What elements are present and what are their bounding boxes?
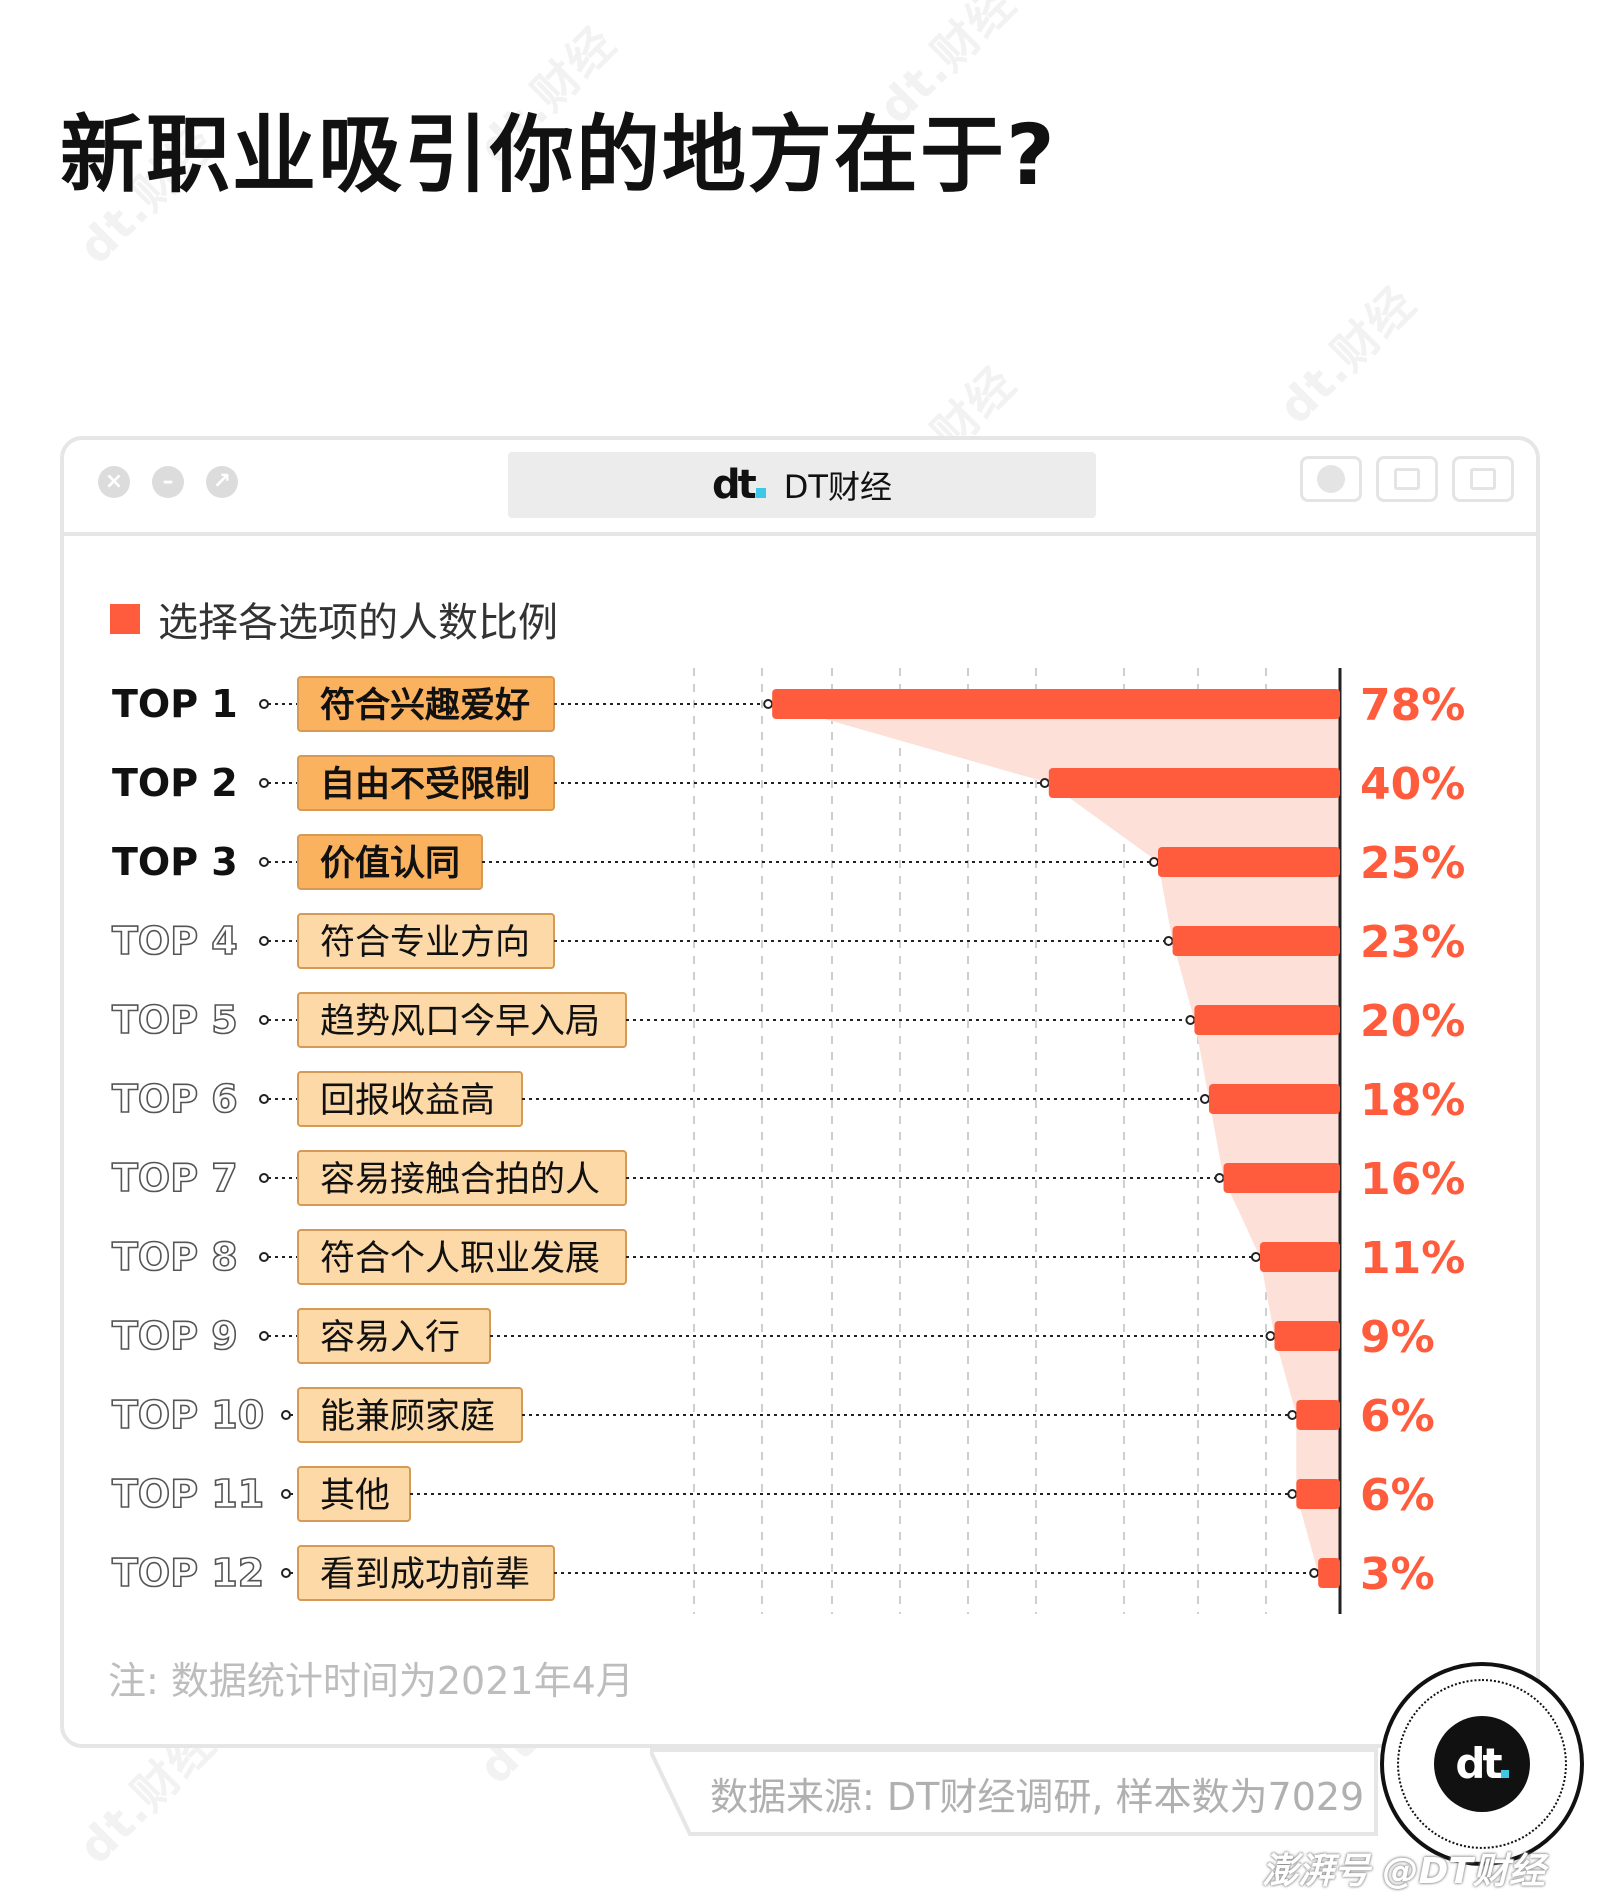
rank-dot bbox=[281, 1568, 291, 1578]
window-icon bbox=[1470, 468, 1496, 490]
rank-label: TOP 10 bbox=[112, 1393, 264, 1437]
bar bbox=[772, 689, 1340, 719]
rank-dot bbox=[259, 936, 269, 946]
bar bbox=[1259, 1242, 1340, 1272]
value-label: 9% bbox=[1360, 1312, 1435, 1363]
value-label: 11% bbox=[1360, 1233, 1465, 1284]
rank-label: TOP 9 bbox=[112, 1314, 238, 1358]
address-bar[interactable]: dt DT财经 bbox=[508, 452, 1096, 518]
category-label: 趋势风口今早入局 bbox=[320, 1002, 600, 1042]
rank-label: TOP 8 bbox=[112, 1235, 238, 1279]
rank-label: TOP 1 bbox=[112, 682, 238, 726]
rank-dot bbox=[259, 778, 269, 788]
category-label: 容易入行 bbox=[320, 1318, 460, 1358]
page-title: 新职业吸引你的地方在于? bbox=[60, 106, 1057, 204]
rank-dot bbox=[259, 699, 269, 709]
rank-dot bbox=[259, 1173, 269, 1183]
bar-dot bbox=[763, 699, 774, 709]
fullscreen-icon[interactable]: ↗ bbox=[206, 466, 238, 498]
rank-label: TOP 5 bbox=[112, 998, 238, 1042]
bar-dot bbox=[1199, 1094, 1210, 1104]
category-label: 能兼顾家庭 bbox=[320, 1397, 495, 1437]
minimize-icon[interactable]: – bbox=[152, 466, 184, 498]
record-icon bbox=[1317, 465, 1345, 493]
rank-dot bbox=[259, 1015, 269, 1025]
dt-logo-icon: dt bbox=[712, 462, 766, 508]
category-label: 自由不受限制 bbox=[320, 765, 530, 805]
rank-label: TOP 4 bbox=[112, 919, 238, 963]
dt-logo-icon: dt bbox=[1434, 1716, 1530, 1812]
bar-dot bbox=[1163, 936, 1174, 946]
bar-dot bbox=[1214, 1173, 1225, 1183]
source-box: 数据来源: DT财经调研, 样本数为7029 bbox=[650, 1748, 1380, 1836]
value-label: 40% bbox=[1360, 759, 1465, 810]
value-label: 6% bbox=[1360, 1391, 1435, 1442]
share-button[interactable] bbox=[1376, 456, 1438, 502]
trend-area bbox=[772, 704, 1340, 1588]
legend-swatch bbox=[110, 604, 140, 634]
rank-label: TOP 12 bbox=[112, 1551, 264, 1595]
category-label: 符合专业方向 bbox=[320, 923, 530, 963]
bar-dot bbox=[1250, 1252, 1261, 1262]
bar bbox=[1194, 1005, 1340, 1035]
footer-sign: 澎湃号 @DT财经 bbox=[1262, 1851, 1545, 1892]
value-label: 16% bbox=[1360, 1154, 1465, 1205]
bar-dot bbox=[1287, 1489, 1298, 1499]
category-label: 回报收益高 bbox=[320, 1081, 495, 1121]
rank-dot bbox=[259, 1331, 269, 1341]
value-label: 78% bbox=[1360, 680, 1465, 731]
rank-dot bbox=[259, 1094, 269, 1104]
rank-label: TOP 3 bbox=[112, 840, 238, 884]
rank-dot bbox=[259, 857, 269, 867]
bar bbox=[1318, 1558, 1340, 1588]
bar bbox=[1274, 1321, 1340, 1351]
bar bbox=[1296, 1400, 1340, 1430]
brand-name: DT财经 bbox=[783, 468, 892, 506]
bar bbox=[1223, 1163, 1340, 1193]
category-label: 符合个人职业发展 bbox=[320, 1239, 600, 1279]
bar bbox=[1048, 768, 1340, 798]
category-label: 符合兴趣爱好 bbox=[320, 686, 530, 726]
value-label: 23% bbox=[1360, 917, 1465, 968]
bar-dot bbox=[1309, 1568, 1320, 1578]
legend-label: 选择各选项的人数比例 bbox=[158, 600, 558, 646]
source-frame bbox=[650, 1748, 1378, 1836]
rank-dot bbox=[281, 1410, 291, 1420]
value-label: 3% bbox=[1360, 1549, 1435, 1600]
record-button[interactable] bbox=[1300, 456, 1362, 502]
bar bbox=[1158, 847, 1340, 877]
rank-dot bbox=[259, 1252, 269, 1262]
bar bbox=[1296, 1479, 1340, 1509]
bar bbox=[1172, 926, 1340, 956]
value-label: 20% bbox=[1360, 996, 1465, 1047]
window-button[interactable] bbox=[1452, 456, 1514, 502]
bar-dot bbox=[1185, 1015, 1196, 1025]
dt-badge: dt bbox=[1380, 1662, 1584, 1866]
rank-label: TOP 2 bbox=[112, 761, 238, 805]
value-label: 6% bbox=[1360, 1470, 1435, 1521]
rank-dot bbox=[281, 1489, 291, 1499]
value-label: 18% bbox=[1360, 1075, 1465, 1126]
bar-dot bbox=[1265, 1331, 1276, 1341]
close-icon[interactable]: × bbox=[98, 466, 130, 498]
value-label: 25% bbox=[1360, 838, 1465, 889]
note: 注: 数据统计时间为2021年4月 bbox=[108, 1659, 634, 1703]
rank-label: TOP 6 bbox=[112, 1077, 238, 1121]
category-label: 容易接触合拍的人 bbox=[320, 1160, 600, 1200]
window-topbar: × – ↗ dt DT财经 bbox=[64, 440, 1536, 536]
bar-dot bbox=[1149, 857, 1159, 867]
category-label: 看到成功前辈 bbox=[320, 1555, 530, 1595]
share-icon bbox=[1394, 468, 1420, 490]
legend: 选择各选项的人数比例 bbox=[110, 590, 558, 648]
bar bbox=[1208, 1084, 1340, 1114]
bar-dot bbox=[1287, 1410, 1298, 1420]
rank-label: TOP 11 bbox=[112, 1472, 264, 1516]
rank-label: TOP 7 bbox=[112, 1156, 238, 1200]
source-text: 数据来源: DT财经调研, 样本数为7029 bbox=[710, 1775, 1365, 1819]
category-label: 其他 bbox=[320, 1476, 390, 1516]
bar-dot bbox=[1039, 778, 1050, 788]
category-label: 价值认同 bbox=[320, 844, 460, 884]
badge-ring bbox=[1397, 1679, 1567, 1849]
